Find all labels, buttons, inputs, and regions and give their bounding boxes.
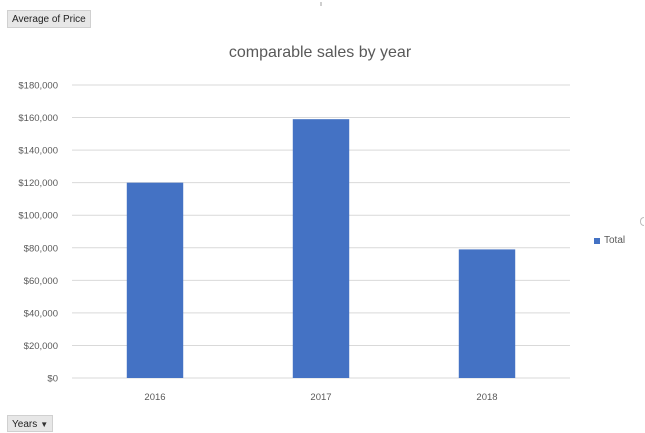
chart-resize-handle[interactable] [320,2,322,6]
x-tick-label: 2016 [144,392,165,403]
legend-swatch [594,237,600,244]
bar-2018[interactable] [458,249,516,378]
x-tick-label: 2017 [310,392,331,403]
values-field-button[interactable]: Average of Price [7,10,91,28]
y-tick-label: $40,000 [24,308,58,319]
y-tick-label: $0 [47,374,58,385]
y-tick-label: $160,000 [18,113,58,124]
dropdown-arrow-icon[interactable]: ▼ [40,420,49,429]
y-tick-label: $100,000 [18,211,58,222]
y-tick-label: $20,000 [24,341,58,352]
bar-2016[interactable] [126,182,184,378]
bar-2017[interactable] [292,119,350,378]
y-tick-label: $140,000 [18,146,58,157]
y-tick-label: $180,000 [18,81,58,92]
legend-label: Total [604,235,626,246]
y-tick-label: $60,000 [24,276,58,287]
chart-edge-handle[interactable] [640,217,644,226]
y-tick-label: $80,000 [24,243,58,254]
legend[interactable]: Total [594,235,625,246]
values-field-label: Average of Price [12,14,86,25]
axis-field-label: Years [12,419,38,430]
axis-field-button[interactable]: Years ▼ [7,415,54,432]
y-tick-label: $120,000 [18,178,58,189]
chart-title: comparable sales by year [228,44,412,61]
x-tick-label: 2018 [476,392,497,403]
